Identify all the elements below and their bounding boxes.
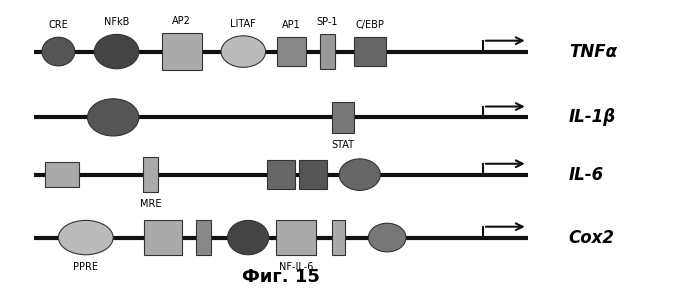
Bar — [143, 157, 159, 192]
Ellipse shape — [228, 220, 268, 255]
Text: C/EBP: C/EBP — [356, 20, 384, 30]
Bar — [161, 33, 201, 70]
Text: AP1: AP1 — [282, 20, 301, 30]
Text: NFkB: NFkB — [104, 17, 129, 27]
Text: IL-1β: IL-1β — [569, 108, 616, 126]
Bar — [320, 34, 335, 69]
Ellipse shape — [221, 36, 266, 67]
Bar — [144, 220, 182, 255]
Ellipse shape — [58, 220, 113, 255]
Ellipse shape — [368, 223, 406, 252]
Bar — [277, 37, 305, 66]
Text: MRE: MRE — [140, 199, 161, 209]
Text: IL-6: IL-6 — [569, 166, 604, 184]
Text: LITAF: LITAF — [231, 19, 257, 29]
Bar — [45, 162, 79, 187]
Text: NF-IL-6: NF-IL-6 — [279, 262, 313, 272]
Bar — [354, 37, 387, 66]
Text: STAT: STAT — [331, 140, 354, 150]
Text: Фиг. 15: Фиг. 15 — [242, 268, 320, 286]
Ellipse shape — [87, 99, 139, 136]
Text: TNFα: TNFα — [569, 43, 617, 60]
Text: SP-1: SP-1 — [317, 17, 338, 27]
Bar — [196, 220, 211, 255]
Text: Cox2: Cox2 — [569, 229, 614, 246]
Bar — [299, 160, 327, 189]
Ellipse shape — [42, 37, 75, 66]
Bar — [332, 220, 345, 255]
Text: AP2: AP2 — [172, 16, 191, 26]
Ellipse shape — [94, 34, 139, 69]
Bar — [332, 102, 354, 133]
Bar — [267, 160, 295, 189]
Bar — [276, 220, 316, 255]
Text: PPRE: PPRE — [73, 262, 99, 272]
Text: CRE: CRE — [48, 20, 69, 30]
Ellipse shape — [339, 159, 380, 190]
